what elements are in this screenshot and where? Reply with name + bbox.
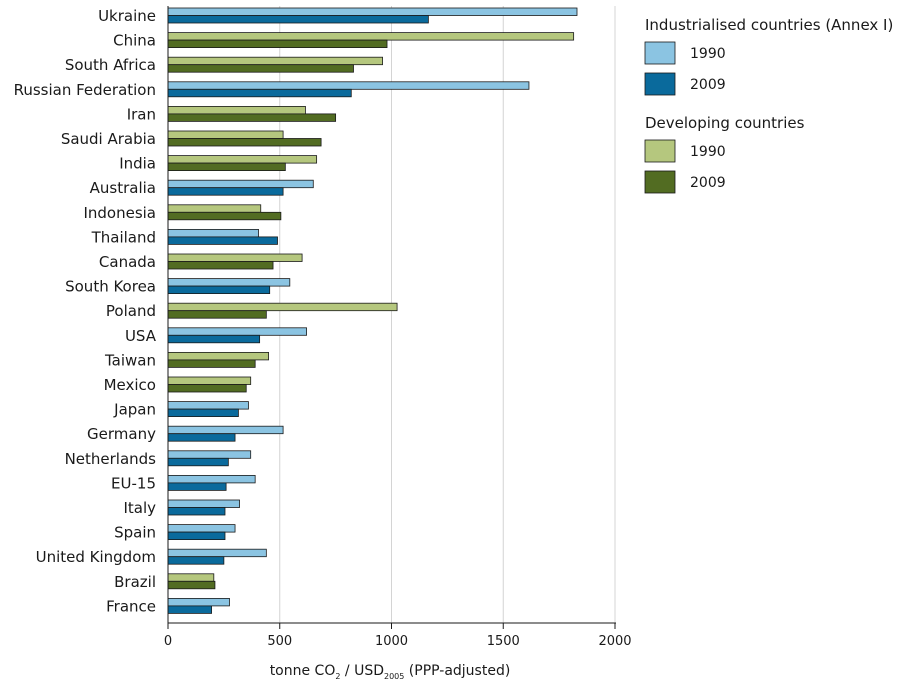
x-tick-label: 1500 [487,634,520,649]
legend-swatch [644,170,676,194]
category-label: Saudi Arabia [61,130,156,148]
category-label: Italy [123,499,156,517]
bar-1990 [167,278,291,287]
category-label: Germany [87,425,156,443]
legend-swatch [644,41,676,65]
bar-2009 [167,310,267,319]
bar-1990 [167,228,259,238]
x-ticks: 0 500 1000 1500 2000 [164,623,632,649]
bar-2009 [167,15,429,24]
legend-label: 2009 [690,175,726,191]
bar-2009 [167,482,227,491]
bars [167,7,578,614]
bar-1990 [167,499,240,508]
x-tick-label: 0 [164,634,172,649]
legend-swatch [644,72,676,96]
bar-1990 [167,573,215,582]
bar-2009 [167,138,322,147]
bar-2009 [167,64,354,73]
bar-2009 [167,556,225,565]
bar-1990 [167,179,314,189]
legend-label: 1990 [690,46,726,62]
category-label: India [119,155,156,173]
bar-1990 [167,253,303,262]
category-label: Ukraine [98,7,156,25]
category-label: Canada [99,253,156,271]
bar-2009 [167,285,271,295]
bar-1990 [167,425,284,435]
bar-2009 [167,433,236,442]
bar-2009 [167,236,278,245]
bar-2009 [167,261,274,270]
legend-group-title: Developing countries [645,114,805,132]
bar-2009 [167,408,239,418]
bar-1990 [167,376,252,385]
bar-2009 [167,162,286,172]
bar-2009 [167,384,247,393]
bar-2009 [167,507,226,516]
bar-2009 [167,605,212,614]
category-label: Brazil [114,573,156,591]
x-tick-label: 500 [267,634,292,649]
bar-1990 [167,302,398,312]
bar-1990 [167,130,284,139]
category-label: Japan [113,401,156,419]
category-label: Spain [114,524,156,542]
bar-2009 [167,359,256,368]
bar-2009 [167,88,352,98]
category-label: Russian Federation [14,81,156,99]
bar-2009 [167,334,261,344]
bar-1990 [167,327,307,336]
bar-1990 [167,524,236,533]
category-label: USA [125,327,157,345]
legend-label: 1990 [690,144,726,160]
bar-1990 [167,598,230,607]
bar-1990 [167,548,267,558]
bar-1990 [167,106,306,115]
bar-1990 [167,474,256,484]
bar-2009 [167,39,388,48]
bar-1990 [167,351,269,361]
bar-2009 [167,113,337,122]
bar-2009 [167,531,226,540]
category-label: Indonesia [83,204,156,222]
category-label: South Africa [65,56,156,74]
bar-2009 [167,457,229,467]
category-label: Mexico [104,376,156,394]
bar-1990 [167,56,383,66]
category-label: Thailand [91,228,156,246]
bar-2009 [167,211,282,221]
bar-2009 [167,580,216,590]
category-label: China [113,32,156,50]
legend-label: 2009 [690,77,726,93]
x-tick-label: 1000 [375,634,408,649]
category-label: Australia [90,179,156,197]
legend: Industrialised countries (Annex I) 1990 20… [644,16,893,194]
bar-1990 [167,401,249,410]
x-tick-label: 2000 [598,634,631,649]
bar-1990 [167,155,318,164]
bar-1990 [167,81,530,90]
category-label: EU-15 [111,474,156,492]
category-label: Poland [106,302,156,320]
category-label: Iran [127,105,156,123]
bar-1990 [167,450,252,459]
category-label: United Kingdom [36,548,156,566]
category-label: Taiwan [104,351,156,369]
category-label: France [106,597,156,615]
bar-1990 [167,32,575,41]
bar-1990 [167,7,578,16]
legend-swatch [644,139,676,163]
bar-1990 [167,204,262,213]
x-axis-label: tonne CO2 / USD2005 (PPP-adjusted) [270,663,511,681]
legend-group-title: Industrialised countries (Annex I) [645,16,893,34]
category-labels: Ukraine China South Africa Russian Federati… [14,7,157,615]
category-label: South Korea [65,278,156,296]
bar-2009 [167,187,284,196]
category-label: Netherlands [65,450,157,468]
grid-lines [279,6,616,623]
